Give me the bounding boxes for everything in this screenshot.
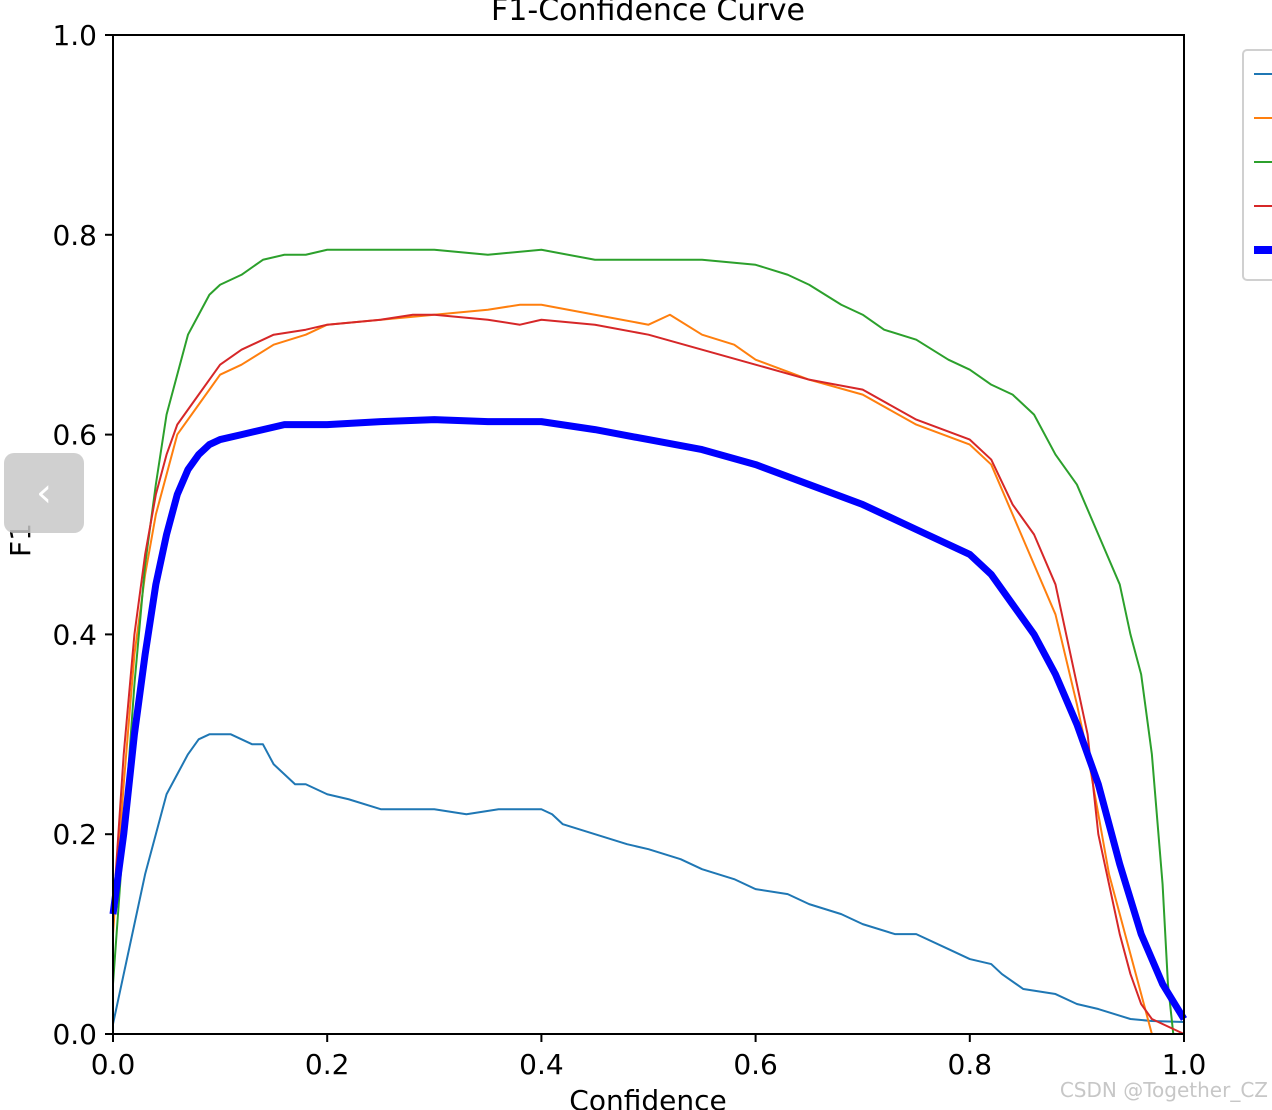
plot-frame — [112, 34, 1185, 1035]
x-tick-label: 0.2 — [305, 1048, 350, 1081]
series-line-4 — [109, 416, 1187, 1021]
x-tick-label: 0.6 — [733, 1048, 778, 1081]
y-tick-label: 1.0 — [52, 19, 97, 52]
series-line-0 — [112, 733, 1185, 1025]
y-tick-label: 0.0 — [52, 1018, 97, 1051]
series-line-3 — [112, 313, 1185, 1035]
y-tick-label: 0.6 — [52, 419, 97, 452]
watermark: CSDN @Together_CZ — [1059, 1078, 1268, 1102]
series-line-2 — [112, 248, 1175, 1035]
legend-entries — [1254, 73, 1272, 254]
series-line-1 — [112, 303, 1153, 1035]
y-tick-label: 0.8 — [52, 219, 97, 252]
y-tick-label: 0.4 — [52, 618, 97, 651]
back-button[interactable]: ‹ — [4, 453, 84, 533]
x-axis-label: Confidence — [569, 1084, 726, 1110]
x-tick-label: 1.0 — [1162, 1048, 1207, 1081]
x-tick-label: 0.8 — [948, 1048, 993, 1081]
legend-box — [1242, 49, 1272, 281]
y-tick-label: 0.2 — [52, 818, 97, 851]
x-tick-label: 0.4 — [519, 1048, 564, 1081]
x-tick-label: 0.0 — [91, 1048, 136, 1081]
chart-title: F1-Confidence Curve — [491, 0, 805, 28]
legend — [1242, 49, 1272, 281]
chevron-left-icon: ‹ — [36, 470, 52, 516]
series-layer — [109, 248, 1187, 1035]
ticks-layer: 0.0 0.2 0.4 0.6 0.8 1.0 0.0 0.2 0.4 0.6 0.8 1.0 — [52, 19, 1206, 1081]
